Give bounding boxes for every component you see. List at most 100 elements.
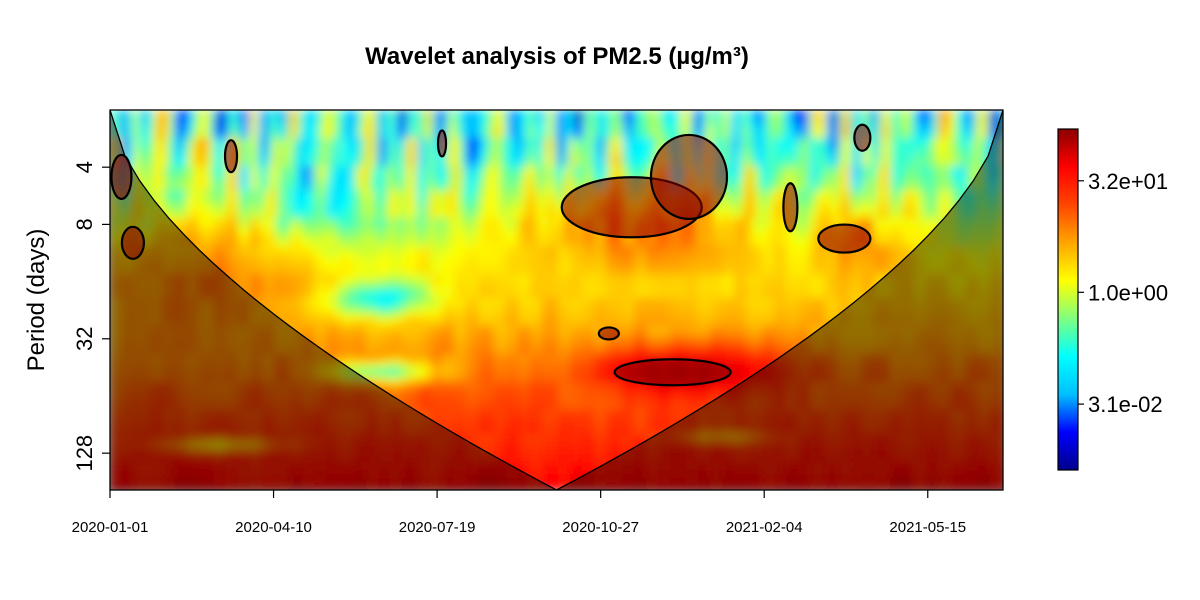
heatmap-cell	[614, 146, 619, 151]
heatmap-cell	[762, 122, 767, 127]
heatmap-cell	[530, 110, 535, 115]
heatmap-cell	[886, 170, 891, 175]
heatmap-cell	[382, 150, 387, 155]
heatmap-cell	[942, 162, 947, 167]
heatmap-cell	[258, 174, 263, 179]
heatmap-cell	[794, 186, 799, 191]
heatmap-cell	[958, 158, 963, 163]
heatmap-cell	[802, 126, 807, 131]
heatmap-cell	[162, 130, 167, 135]
heatmap-cell	[566, 170, 571, 175]
heatmap-cell	[910, 130, 915, 135]
heatmap-cell	[382, 190, 387, 195]
heatmap-cell	[234, 198, 239, 203]
heatmap-cell	[434, 194, 439, 199]
heatmap-cell	[970, 122, 975, 127]
heatmap-cell	[782, 118, 787, 123]
heatmap-cell	[474, 142, 479, 147]
heatmap-cell	[450, 154, 455, 159]
heatmap-cell	[274, 174, 279, 179]
heatmap-cell	[542, 126, 547, 131]
heatmap-cell	[450, 142, 455, 147]
heatmap-cell	[918, 110, 923, 115]
heatmap-cell	[238, 174, 243, 179]
heatmap-cell	[506, 146, 511, 151]
heatmap-cell	[822, 190, 827, 195]
heatmap-cell	[146, 178, 151, 183]
heatmap-cell	[814, 182, 819, 187]
heatmap-cell	[590, 134, 595, 139]
heatmap-cell	[850, 146, 855, 151]
heatmap-cell	[230, 114, 235, 119]
heatmap-cell	[342, 194, 347, 199]
heatmap-cell	[530, 134, 535, 139]
heatmap-cell	[498, 182, 503, 187]
heatmap-cell	[438, 182, 443, 187]
heatmap-cell	[734, 130, 739, 135]
heatmap-cell	[850, 150, 855, 155]
heatmap-cell	[546, 126, 551, 131]
heatmap-cell	[590, 142, 595, 147]
heatmap-cell	[882, 134, 887, 139]
heatmap-cell	[566, 130, 571, 135]
heatmap-cell	[870, 122, 875, 127]
heatmap-cell	[790, 122, 795, 127]
heatmap-cell	[454, 166, 459, 171]
heatmap-cell	[754, 182, 759, 187]
heatmap-cell	[322, 122, 327, 127]
heatmap-cell	[518, 182, 523, 187]
heatmap-cell	[654, 110, 659, 115]
heatmap-cell	[762, 118, 767, 123]
heatmap-cell	[774, 186, 779, 191]
heatmap-cell	[802, 178, 807, 183]
heatmap-cell	[410, 134, 415, 139]
heatmap-cell	[362, 190, 367, 195]
heatmap-cell	[858, 194, 863, 199]
heatmap-cell	[350, 170, 355, 175]
heatmap-cell	[282, 122, 287, 127]
heatmap-cell	[434, 114, 439, 119]
heatmap-cell	[142, 126, 147, 131]
heatmap-cell	[162, 134, 167, 139]
heatmap-cell	[430, 194, 435, 199]
heatmap-cell	[774, 126, 779, 131]
heatmap-cell	[862, 182, 867, 187]
heatmap-cell	[390, 162, 395, 167]
heatmap-cell	[302, 166, 307, 171]
heatmap-cell	[866, 154, 871, 159]
heatmap-cell	[366, 194, 371, 199]
heatmap-cell	[970, 150, 975, 155]
heatmap-cell	[490, 134, 495, 139]
heatmap-cell	[910, 110, 915, 115]
heatmap-cell	[774, 174, 779, 179]
heatmap-cell	[942, 138, 947, 143]
heatmap-cell	[966, 158, 971, 163]
heatmap-cell	[118, 150, 123, 155]
heatmap-cell	[662, 138, 667, 143]
heatmap-cell	[582, 154, 587, 159]
heatmap-cell	[834, 150, 839, 155]
heatmap-cell	[842, 186, 847, 191]
heatmap-cell	[710, 130, 715, 135]
heatmap-cell	[830, 186, 835, 191]
heatmap-cell	[170, 110, 175, 115]
heatmap-cell	[378, 130, 383, 135]
heatmap-cell	[862, 162, 867, 167]
heatmap-cell	[854, 174, 859, 179]
heatmap-cell	[542, 194, 547, 199]
heatmap-cell	[962, 158, 967, 163]
heatmap-cell	[802, 190, 807, 195]
heatmap-cell	[506, 194, 511, 199]
heatmap-cell	[890, 146, 895, 151]
heatmap-cell	[830, 182, 835, 187]
heatmap-cell	[750, 186, 755, 191]
heatmap-cell	[926, 142, 931, 147]
heatmap-cell	[510, 190, 515, 195]
heatmap-cell	[374, 110, 379, 115]
heatmap-cell	[534, 158, 539, 163]
heatmap-cell	[550, 130, 555, 135]
heatmap-cell	[142, 110, 147, 115]
heatmap-cell	[774, 182, 779, 187]
heatmap-cell	[262, 142, 267, 147]
heatmap-cell	[882, 182, 887, 187]
